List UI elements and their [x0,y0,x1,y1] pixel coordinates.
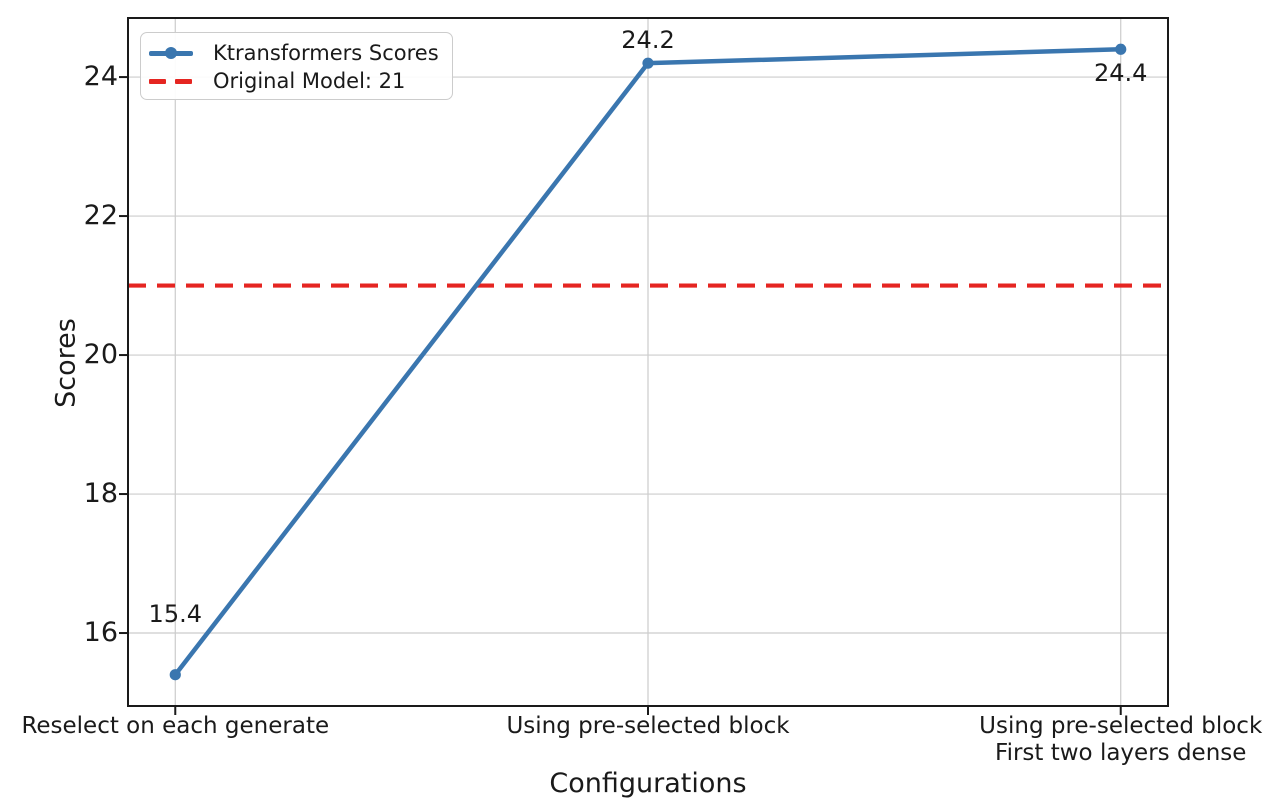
x-tick-line: Using pre-selected block [506,713,790,739]
data-point-marker [169,669,181,681]
y-axis-label: Scores [50,318,82,408]
x-tick-label: Reselect on each generate [0,713,395,740]
legend-label: Ktransformers Scores [213,41,439,65]
x-tick-label: Using pre-selected block [428,713,868,740]
x-tick-line: Reselect on each generate [21,713,330,739]
y-tick-label: 16 [83,617,118,649]
y-tick-label: 20 [83,339,118,371]
data-point-marker [1115,43,1127,55]
dashed-line-swatch [147,75,195,87]
data-label: 24.4 [1094,59,1148,88]
series-line-marker-swatch [147,47,195,59]
x-tick-line: Using pre-selected block [979,713,1263,739]
legend-item-series: Ktransformers Scores [147,39,442,67]
x-axis-label: Configurations [549,768,747,799]
legend-item-reference: Original Model: 21 [147,67,442,95]
legend: Ktransformers Scores Original Model: 21 [140,32,453,100]
legend-label: Original Model: 21 [213,69,406,93]
data-label: 15.4 [148,599,202,628]
data-point-marker [642,57,654,69]
data-label: 24.2 [621,26,675,55]
y-tick-label: 22 [83,200,118,232]
plot-frame [127,17,1169,707]
x-tick-line: First two layers dense [995,740,1247,766]
y-tick-label: 24 [83,61,118,93]
x-tick-label: Using pre-selected block First two layer… [901,713,1280,767]
y-tick-label: 18 [83,478,118,510]
